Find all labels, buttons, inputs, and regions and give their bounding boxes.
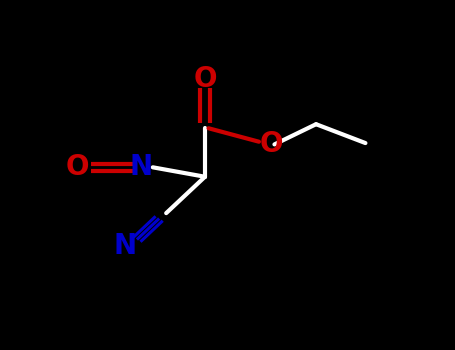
Text: O: O — [66, 153, 89, 181]
Text: N: N — [114, 232, 137, 260]
Text: O: O — [259, 130, 283, 158]
Text: N: N — [129, 153, 152, 181]
Text: O: O — [193, 65, 217, 93]
